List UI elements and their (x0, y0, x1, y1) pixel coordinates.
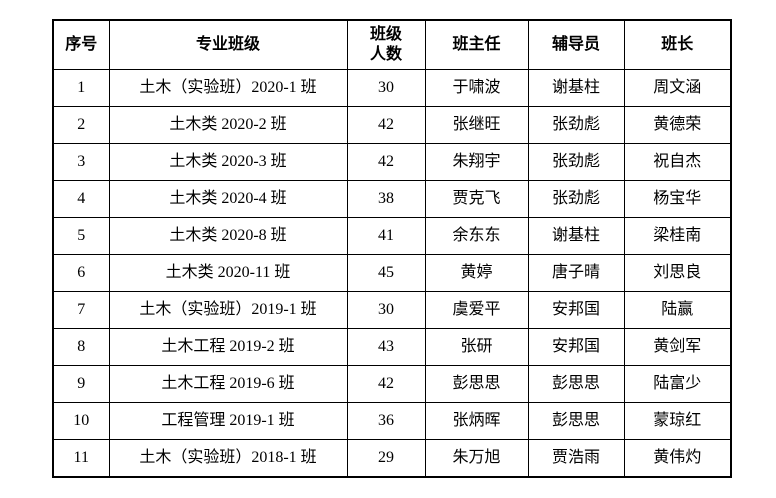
cell-major-class: 土木（实验班）2020-1 班 (108, 69, 348, 107)
cell-head-teacher: 张炳晖 (424, 402, 529, 440)
cell-major-class: 土木类 2020-11 班 (108, 254, 348, 292)
cell-class-size: 41 (346, 217, 426, 255)
cell-serial-number: 10 (52, 402, 110, 440)
cell-serial-number: 5 (52, 217, 110, 255)
cell-serial-number: 11 (52, 439, 110, 478)
cell-counselor: 谢基柱 (527, 217, 625, 255)
header-row: 序号 专业班级 班级人数 班主任 辅导员 班长 (52, 19, 732, 70)
cell-major-class: 土木类 2020-4 班 (108, 180, 348, 218)
cell-serial-number: 4 (52, 180, 110, 218)
cell-head-teacher: 黄婷 (424, 254, 529, 292)
cell-major-class: 土木类 2020-8 班 (108, 217, 348, 255)
cell-head-teacher: 朱万旭 (424, 439, 529, 478)
cell-counselor: 唐子晴 (527, 254, 625, 292)
header-class-monitor: 班长 (623, 19, 732, 70)
cell-counselor: 张劲彪 (527, 180, 625, 218)
cell-head-teacher: 余东东 (424, 217, 529, 255)
cell-serial-number: 9 (52, 365, 110, 403)
cell-class-size: 42 (346, 106, 426, 144)
cell-major-class: 土木（实验班）2018-1 班 (108, 439, 348, 478)
class-roster-table: 序号 专业班级 班级人数 班主任 辅导员 班长 1 土木（实验班）2020-1 … (52, 19, 732, 478)
cell-class-size: 30 (346, 291, 426, 329)
cell-class-monitor: 杨宝华 (623, 180, 732, 218)
cell-major-class: 工程管理 2019-1 班 (108, 402, 348, 440)
cell-class-monitor: 陆富少 (623, 365, 732, 403)
cell-serial-number: 7 (52, 291, 110, 329)
cell-counselor: 彭思思 (527, 402, 625, 440)
cell-class-size: 43 (346, 328, 426, 366)
table-row: 7 土木（实验班）2019-1 班 30 虞爱平 安邦国 陆赢 (52, 291, 732, 329)
table-row: 9 土木工程 2019-6 班 42 彭思思 彭思思 陆富少 (52, 365, 732, 403)
cell-counselor: 安邦国 (527, 291, 625, 329)
cell-class-size: 36 (346, 402, 426, 440)
cell-class-monitor: 陆赢 (623, 291, 732, 329)
header-head-teacher: 班主任 (424, 19, 529, 70)
cell-class-monitor: 梁桂南 (623, 217, 732, 255)
table-row: 11 土木（实验班）2018-1 班 29 朱万旭 贾浩雨 黄伟灼 (52, 439, 732, 478)
cell-class-monitor: 祝自杰 (623, 143, 732, 181)
cell-class-size: 45 (346, 254, 426, 292)
cell-major-class: 土木工程 2019-2 班 (108, 328, 348, 366)
cell-class-monitor: 周文涵 (623, 69, 732, 107)
cell-class-monitor: 黄德荣 (623, 106, 732, 144)
cell-class-size: 38 (346, 180, 426, 218)
cell-head-teacher: 虞爱平 (424, 291, 529, 329)
cell-head-teacher: 张研 (424, 328, 529, 366)
cell-class-size: 42 (346, 143, 426, 181)
cell-serial-number: 8 (52, 328, 110, 366)
table-row: 2 土木类 2020-2 班 42 张继旺 张劲彪 黄德荣 (52, 106, 732, 144)
table-row: 6 土木类 2020-11 班 45 黄婷 唐子晴 刘思良 (52, 254, 732, 292)
cell-major-class: 土木类 2020-2 班 (108, 106, 348, 144)
cell-counselor: 张劲彪 (527, 143, 625, 181)
table-row: 3 土木类 2020-3 班 42 朱翔宇 张劲彪 祝自杰 (52, 143, 732, 181)
table-row: 5 土木类 2020-8 班 41 余东东 谢基柱 梁桂南 (52, 217, 732, 255)
header-major-class: 专业班级 (108, 19, 348, 70)
cell-counselor: 贾浩雨 (527, 439, 625, 478)
table-row: 10 工程管理 2019-1 班 36 张炳晖 彭思思 蒙琼红 (52, 402, 732, 440)
cell-serial-number: 6 (52, 254, 110, 292)
cell-serial-number: 3 (52, 143, 110, 181)
table-header: 序号 专业班级 班级人数 班主任 辅导员 班长 (52, 19, 732, 70)
cell-head-teacher: 朱翔宇 (424, 143, 529, 181)
table-row: 8 土木工程 2019-2 班 43 张研 安邦国 黄剑军 (52, 328, 732, 366)
header-serial-number: 序号 (52, 19, 110, 70)
table-body: 1 土木（实验班）2020-1 班 30 于啸波 谢基柱 周文涵 2 土木类 2… (52, 69, 732, 478)
cell-counselor: 彭思思 (527, 365, 625, 403)
cell-head-teacher: 张继旺 (424, 106, 529, 144)
header-counselor: 辅导员 (527, 19, 625, 70)
cell-class-size: 29 (346, 439, 426, 478)
cell-major-class: 土木工程 2019-6 班 (108, 365, 348, 403)
cell-counselor: 谢基柱 (527, 69, 625, 107)
cell-head-teacher: 彭思思 (424, 365, 529, 403)
cell-class-monitor: 黄伟灼 (623, 439, 732, 478)
cell-class-monitor: 蒙琼红 (623, 402, 732, 440)
cell-class-size: 30 (346, 69, 426, 107)
cell-major-class: 土木（实验班）2019-1 班 (108, 291, 348, 329)
cell-head-teacher: 于啸波 (424, 69, 529, 107)
cell-counselor: 张劲彪 (527, 106, 625, 144)
cell-serial-number: 2 (52, 106, 110, 144)
header-class-size: 班级人数 (346, 19, 426, 70)
cell-class-monitor: 刘思良 (623, 254, 732, 292)
cell-counselor: 安邦国 (527, 328, 625, 366)
cell-class-monitor: 黄剑军 (623, 328, 732, 366)
cell-major-class: 土木类 2020-3 班 (108, 143, 348, 181)
cell-class-size: 42 (346, 365, 426, 403)
table-row: 4 土木类 2020-4 班 38 贾克飞 张劲彪 杨宝华 (52, 180, 732, 218)
cell-serial-number: 1 (52, 69, 110, 107)
table-row: 1 土木（实验班）2020-1 班 30 于啸波 谢基柱 周文涵 (52, 69, 732, 107)
cell-head-teacher: 贾克飞 (424, 180, 529, 218)
header-class-size-label: 班级人数 (369, 26, 402, 63)
